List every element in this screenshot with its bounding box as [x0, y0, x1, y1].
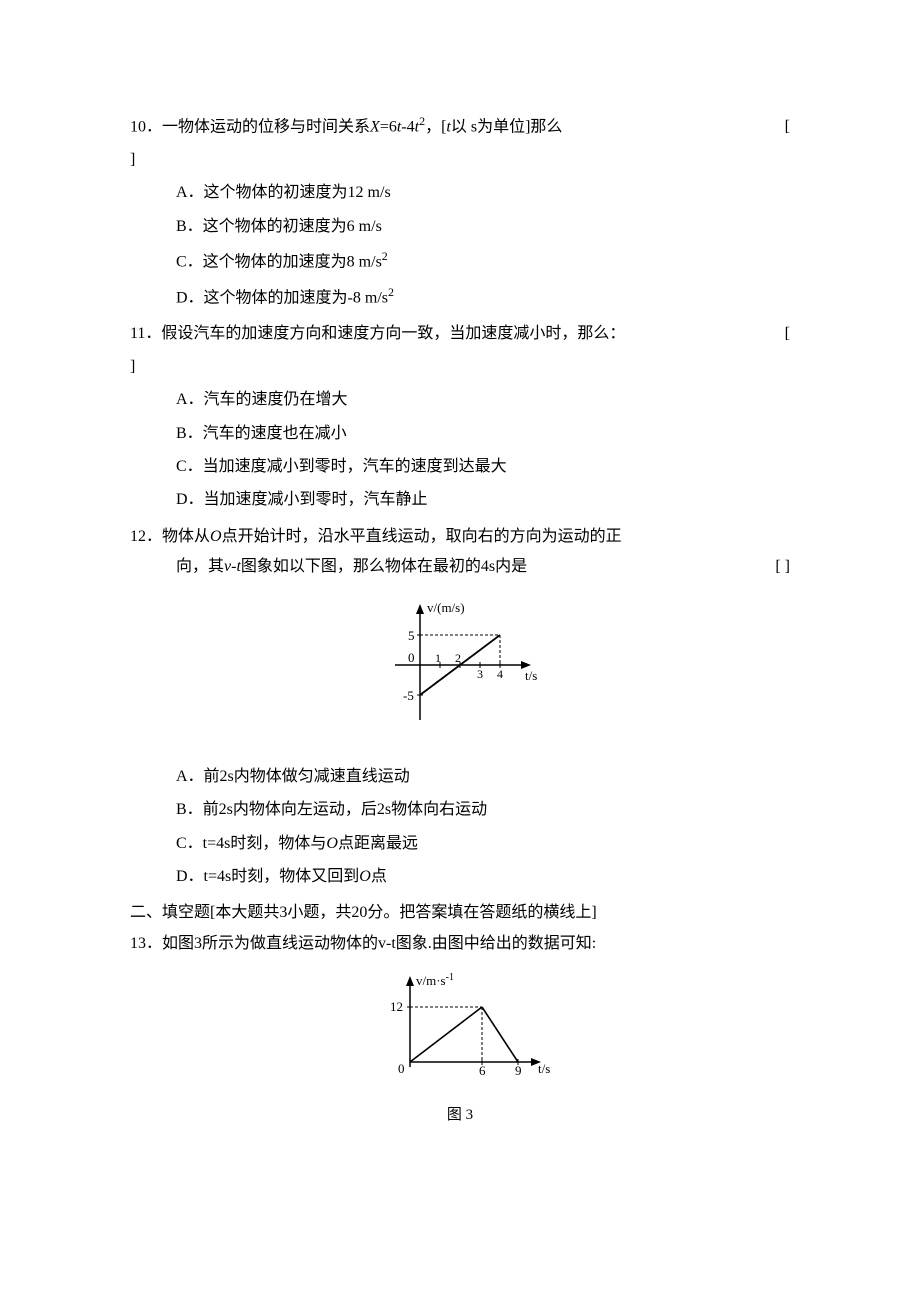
q13-chart: v/m·s-1 t/s 12 0 6 9 图 3 — [130, 967, 790, 1129]
q10-bracket-close: ] — [130, 145, 790, 175]
q12-ytm5: -5 — [403, 688, 414, 703]
q10-opt-b: B．这个物体的初速度为6 m/s — [176, 212, 790, 242]
question-13: 13．如图3所示为做直线运动物体的v-t图象.由图中给出的数据可知: v/m·s… — [130, 929, 790, 1129]
q13-body: 如图3所示为做直线运动物体的v-t图象.由图中给出的数据可知: — [162, 935, 596, 952]
q12-bracket: [ ] — [775, 552, 790, 582]
q12-l2-text: 向，其v-t图象如以下图，那么物体在最初的4s内是 — [176, 552, 775, 582]
q13-origin: 0 — [398, 1061, 405, 1076]
q10-suf2: 以 s为单位]那么 — [451, 118, 563, 135]
q12-opt-c-a: C．t=4s时刻，物体与 — [176, 835, 326, 852]
q13-xt6: 6 — [479, 1063, 486, 1078]
q10-opt-a: A．这个物体的初速度为12 m/s — [176, 178, 790, 208]
q12-var-o2: O — [326, 835, 338, 852]
q13-sep: ． — [146, 935, 162, 952]
q10-opt-d-sup: 2 — [388, 285, 394, 299]
q11-sep: ． — [145, 325, 161, 342]
q12-opt-c: C．t=4s时刻，物体与O点距离最远 — [176, 829, 790, 859]
q10-options: A．这个物体的初速度为12 m/s B．这个物体的初速度为6 m/s C．这个物… — [130, 178, 790, 313]
q10-var-t1: t — [397, 118, 401, 135]
q12-l2b: 图象如以下图，那么物体在最初的4s内是 — [241, 558, 527, 575]
q12-opt-b: B．前2s内物体向左运动，后2s物体向右运动 — [176, 795, 790, 825]
q13-yt12: 12 — [390, 999, 403, 1014]
q10-sep: ． — [146, 118, 162, 135]
q11-body: 假设汽车的加速度方向和速度方向一致，当加速度减小时，那么： — [161, 325, 625, 342]
q12-line1: 12．物体从O点开始计时，沿水平直线运动，取向右的方向为运动的正 — [130, 522, 790, 552]
q10-text: 10．一物体运动的位移与时间关系X=6t-4t2，[t以 s为单位]那么 — [130, 110, 785, 143]
q10-bracket-open: [ — [785, 112, 790, 142]
q12-opt-a: A．前2s内物体做匀减速直线运动 — [176, 762, 790, 792]
q11-bracket-open: [ — [785, 319, 790, 349]
vt-graph-svg: v/(m/s) t/s 5 0 -5 1 2 3 4 — [375, 590, 545, 740]
q12-opt-d: D．t=4s时刻，物体又回到O点 — [176, 862, 790, 892]
q13-graph-svg: v/m·s-1 t/s 12 0 6 9 — [360, 967, 560, 1087]
q12-yt5: 5 — [408, 628, 415, 643]
q10-stem: 10．一物体运动的位移与时间关系X=6t-4t2，[t以 s为单位]那么 [ — [130, 110, 790, 143]
q12-xt4: 4 — [497, 667, 503, 681]
q12-opt-c-b: 点距离最远 — [338, 835, 418, 852]
q12-var-o1: O — [210, 528, 222, 545]
q12-opt-d-a: D．t=4s时刻，物体又回到 — [176, 868, 359, 885]
q11-opt-a: A．汽车的速度仍在增大 — [176, 385, 790, 415]
q10-num: 10 — [130, 118, 146, 135]
q12-options: A．前2s内物体做匀减速直线运动 B．前2s内物体向左运动，后2s物体向右运动 … — [130, 762, 790, 893]
q13-caption: 图 3 — [130, 1101, 790, 1130]
q11-num: 11 — [130, 325, 145, 342]
q12-yt0: 0 — [408, 650, 415, 665]
q10-prefix: 一物体运动的位移与时间关系 — [162, 118, 370, 135]
q11-opt-d: D．当加速度减小到零时，汽车静止 — [176, 485, 790, 515]
question-10: 10．一物体运动的位移与时间关系X=6t-4t2，[t以 s为单位]那么 [ ]… — [130, 110, 790, 313]
q10-opt-c-text: C．这个物体的加速度为8 m/s — [176, 253, 382, 270]
q11-options: A．汽车的速度仍在增大 B．汽车的速度也在减小 C．当加速度减小到零时，汽车的速… — [130, 385, 790, 516]
question-12: 12．物体从O点开始计时，沿水平直线运动，取向右的方向为运动的正 向，其v-t图… — [130, 522, 790, 893]
q13-xt9: 9 — [515, 1063, 522, 1078]
q12-chart: v/(m/s) t/s 5 0 -5 1 2 3 4 — [130, 590, 790, 751]
q12-xt3: 3 — [477, 667, 483, 681]
q11-bracket-close: ] — [130, 352, 790, 382]
q13-xlabel: t/s — [538, 1061, 550, 1076]
q12-var-v: v — [224, 558, 231, 575]
q10-suf1: ，[ — [425, 118, 446, 135]
q12-xt1: 1 — [435, 651, 441, 665]
q10-opt-c: C．这个物体的加速度为8 m/s2 — [176, 245, 790, 278]
q12-l2a: 向，其 — [176, 558, 224, 575]
q10-opt-d: D．这个物体的加速度为-8 m/s2 — [176, 281, 790, 314]
q11-text: 11．假设汽车的加速度方向和速度方向一致，当加速度减小时，那么： — [130, 319, 765, 349]
q13-stem: 13．如图3所示为做直线运动物体的v-t图象.由图中给出的数据可知: — [130, 929, 790, 959]
q12-sep: ． — [146, 528, 162, 545]
q12-xlabel: t/s — [525, 668, 537, 683]
q11-opt-c: C．当加速度减小到零时，汽车的速度到达最大 — [176, 452, 790, 482]
q12-xt2: 2 — [455, 651, 461, 665]
q12-l1b: 点开始计时，沿水平直线运动，取向右的方向为运动的正 — [222, 528, 622, 545]
q12-line2: 向，其v-t图象如以下图，那么物体在最初的4s内是 [ ] — [130, 552, 790, 582]
q10-opt-d-text: D．这个物体的加速度为-8 m/s — [176, 289, 388, 306]
q12-var-o3: O — [359, 868, 371, 885]
q11-opt-b: B．汽车的速度也在减小 — [176, 419, 790, 449]
q11-stem: 11．假设汽车的加速度方向和速度方向一致，当加速度减小时，那么： [ — [130, 319, 790, 349]
q12-ylabel: v/(m/s) — [427, 600, 465, 615]
question-11: 11．假设汽车的加速度方向和速度方向一致，当加速度减小时，那么： [ ] A．汽… — [130, 319, 790, 515]
q13-num: 13 — [130, 935, 146, 952]
q12-l1a: 物体从 — [162, 528, 210, 545]
q12-num: 12 — [130, 528, 146, 545]
section-2-header: 二、填空题[本大题共3小题，共20分。把答案填在答题纸的横线上] — [130, 898, 790, 928]
q12-opt-d-b: 点 — [371, 868, 387, 885]
q13-ylabel: v/m·s-1 — [416, 972, 454, 988]
q10-var-x: X — [370, 118, 380, 135]
q10-opt-c-sup: 2 — [382, 249, 388, 263]
